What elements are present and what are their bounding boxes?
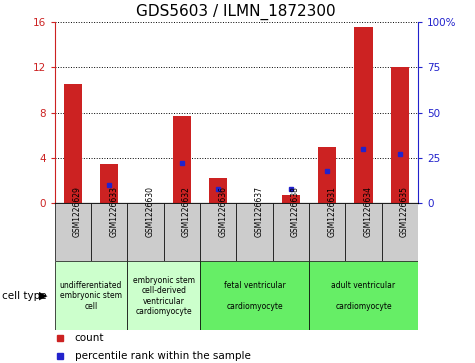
Text: GSM1226632: GSM1226632 (182, 187, 191, 237)
Text: GSM1226634: GSM1226634 (363, 187, 372, 237)
Text: undifferentiated
embryonic stem
cell: undifferentiated embryonic stem cell (60, 281, 122, 311)
Title: GDS5603 / ILMN_1872300: GDS5603 / ILMN_1872300 (136, 4, 336, 20)
Bar (100, 164, 118, 203)
Bar (91, 203, 127, 261)
Bar (200, 203, 237, 261)
Text: GSM1226638: GSM1226638 (291, 187, 300, 237)
Bar (55, 203, 91, 261)
Bar (237, 203, 273, 261)
Text: GSM1226635: GSM1226635 (400, 187, 409, 237)
Bar (381, 203, 418, 261)
Bar (309, 203, 345, 261)
Bar (64, 84, 82, 203)
Text: GSM1226633: GSM1226633 (109, 187, 118, 237)
Text: GSM1226631: GSM1226631 (327, 187, 336, 237)
Bar (55, 261, 127, 330)
Text: GSM1226637: GSM1226637 (255, 187, 264, 237)
Text: fetal ventricular

cardiomyocyte: fetal ventricular cardiomyocyte (224, 281, 285, 311)
Bar (127, 203, 163, 261)
Bar (354, 28, 372, 203)
Bar (163, 203, 200, 261)
Text: ▶: ▶ (39, 291, 48, 301)
Bar (309, 261, 418, 330)
Bar (391, 67, 409, 203)
Text: GSM1226636: GSM1226636 (218, 187, 227, 237)
Text: adult ventricular

cardiomyocyte: adult ventricular cardiomyocyte (332, 281, 396, 311)
Bar (273, 203, 309, 261)
Text: count: count (75, 333, 104, 343)
Bar (345, 203, 381, 261)
Text: percentile rank within the sample: percentile rank within the sample (75, 351, 250, 361)
Bar (318, 147, 336, 203)
Text: cell type: cell type (2, 291, 47, 301)
Bar (282, 195, 300, 203)
Bar (209, 178, 227, 203)
Bar (200, 261, 309, 330)
Text: GSM1226630: GSM1226630 (145, 187, 154, 237)
Text: embryonic stem
cell-derived
ventricular
cardiomyocyte: embryonic stem cell-derived ventricular … (133, 276, 195, 316)
Text: GSM1226629: GSM1226629 (73, 187, 82, 237)
Bar (173, 116, 191, 203)
Bar (127, 261, 200, 330)
